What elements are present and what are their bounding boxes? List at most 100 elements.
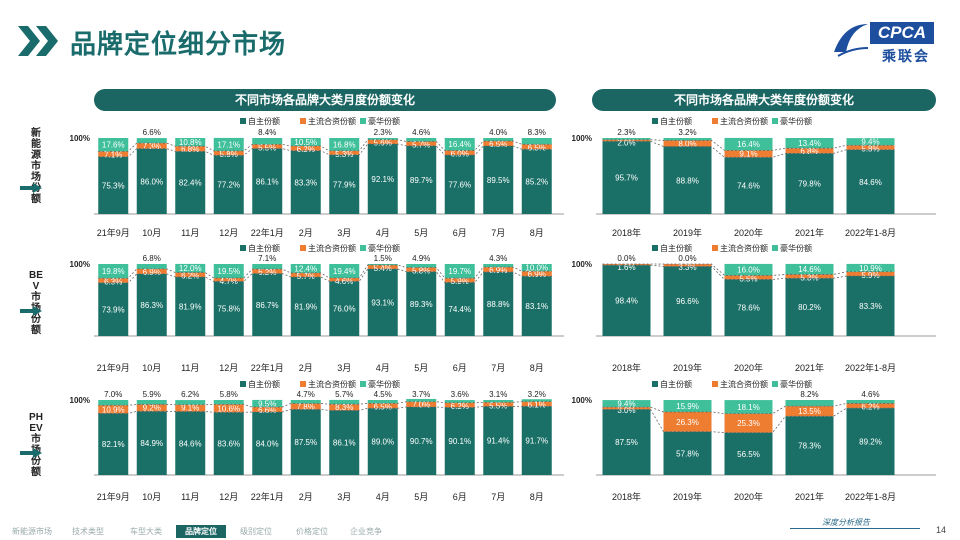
data-label: 3.2% [678, 128, 696, 137]
category-label: 11月 [181, 492, 199, 502]
category-label: 4月 [376, 492, 390, 502]
bar-segment [663, 431, 712, 475]
bar-segment [136, 268, 167, 274]
bar-segment [724, 137, 773, 151]
data-label: 3.3% [678, 263, 696, 272]
bar-segment [724, 400, 773, 414]
tab-tech-type[interactable]: 技术类型 [72, 527, 104, 536]
bar-segment [213, 281, 244, 336]
bar-segment [136, 264, 167, 269]
data-label: 10.9% [859, 264, 882, 273]
data-label: 9.1% [181, 404, 199, 413]
data-label: 5.6% [374, 139, 392, 148]
bar-segment [290, 277, 321, 336]
data-label: 9.5% [258, 399, 276, 408]
tab-company-competition[interactable]: 企业竞争 [350, 527, 382, 536]
bar-segment [602, 407, 651, 410]
data-label: 9.2% [143, 403, 161, 412]
bar-segment [444, 400, 475, 403]
data-label: 14.6% [798, 265, 821, 274]
bar-segment [252, 273, 283, 336]
data-label: 4.9% [412, 254, 430, 263]
bar-segment [98, 151, 129, 157]
tab-vehicle-class[interactable]: 车型大类 [130, 527, 162, 536]
legend-label: 豪华份额 [780, 116, 812, 126]
page-title: 品牌定位细分市场 [70, 29, 287, 59]
legend-swatch [652, 118, 658, 124]
category-label: 3月 [337, 492, 351, 502]
row-arrow-icon [20, 183, 42, 193]
bar-segment [724, 413, 773, 433]
data-label: 78.3% [798, 442, 821, 451]
y-axis-100-label: 100% [572, 134, 592, 143]
category-label: 21年9月 [97, 491, 130, 502]
tab-nev-market[interactable]: 新能源市场 [12, 527, 52, 536]
legend-label: 自主份额 [660, 243, 692, 253]
data-label: 83.1% [525, 302, 548, 311]
legend-swatch [772, 245, 778, 251]
y-axis-100-label: 100% [70, 134, 90, 143]
bar-segment [175, 138, 206, 147]
data-label: 89.0% [371, 438, 394, 447]
legend-label: 豪华份额 [368, 243, 400, 253]
bar-segment [252, 399, 283, 408]
bar-segment [444, 407, 475, 475]
legend-swatch [652, 245, 658, 251]
bar-segment [785, 274, 834, 279]
legend-label: 主流合资份额 [308, 243, 356, 253]
bar-segment [329, 410, 360, 475]
bar-segment [483, 272, 514, 336]
tab-price-position[interactable]: 价格定位 [296, 527, 328, 536]
category-label: 7月 [491, 492, 505, 502]
bar-segment [290, 138, 321, 146]
data-label: 89.3% [410, 300, 433, 309]
data-label: 9.1% [739, 149, 757, 158]
category-label: 21年9月 [97, 362, 130, 373]
data-label: 5.7% [297, 272, 315, 281]
bar-segment [406, 406, 437, 475]
y-axis-100-label: 100% [572, 396, 592, 405]
bar-segment [406, 401, 437, 407]
bar-segment [406, 138, 437, 142]
data-label: 4.6% [412, 128, 430, 137]
legend-label: 主流合资份额 [720, 379, 768, 389]
bar-segment [846, 276, 895, 336]
bar-segment [329, 404, 360, 411]
row-arrow-icon [20, 448, 42, 458]
category-label: 10月 [142, 228, 161, 238]
bar-segment [213, 137, 244, 151]
bar-segment [602, 400, 651, 408]
data-label: 6.0% [451, 149, 469, 158]
bar-segment [785, 406, 834, 417]
legend-label: 自主份额 [248, 379, 280, 389]
bar-segment [483, 406, 514, 475]
data-label: 13.4% [798, 139, 821, 148]
bar-segment [785, 138, 834, 149]
legend-swatch [240, 118, 246, 124]
data-label: 82.4% [179, 179, 202, 188]
bar-segment [329, 277, 360, 282]
data-label: 88.8% [676, 176, 699, 185]
bar-segment [213, 264, 244, 279]
category-label: 11月 [181, 228, 199, 238]
bar-segment [367, 403, 398, 409]
bar-segment [521, 399, 552, 402]
data-label: 85.2% [525, 178, 548, 187]
data-label: 86.3% [140, 301, 163, 310]
bar-segment [213, 412, 244, 475]
data-label: 26.3% [676, 418, 699, 427]
legend-swatch [712, 118, 718, 124]
data-label: 7.0% [104, 390, 122, 399]
bar-segment [521, 138, 552, 145]
data-label: 4.7% [297, 390, 315, 399]
legend-swatch [772, 381, 778, 387]
data-label: 5.9% [451, 277, 469, 286]
legend-swatch [240, 245, 246, 251]
bar-segment [521, 401, 552, 407]
bar-segment [521, 276, 552, 336]
tab-brand-position[interactable]: 品牌定位 [176, 525, 226, 538]
tab-level-position[interactable]: 级别定位 [240, 527, 272, 536]
data-label: 12.0% [179, 264, 202, 273]
bar-segment [367, 144, 398, 214]
